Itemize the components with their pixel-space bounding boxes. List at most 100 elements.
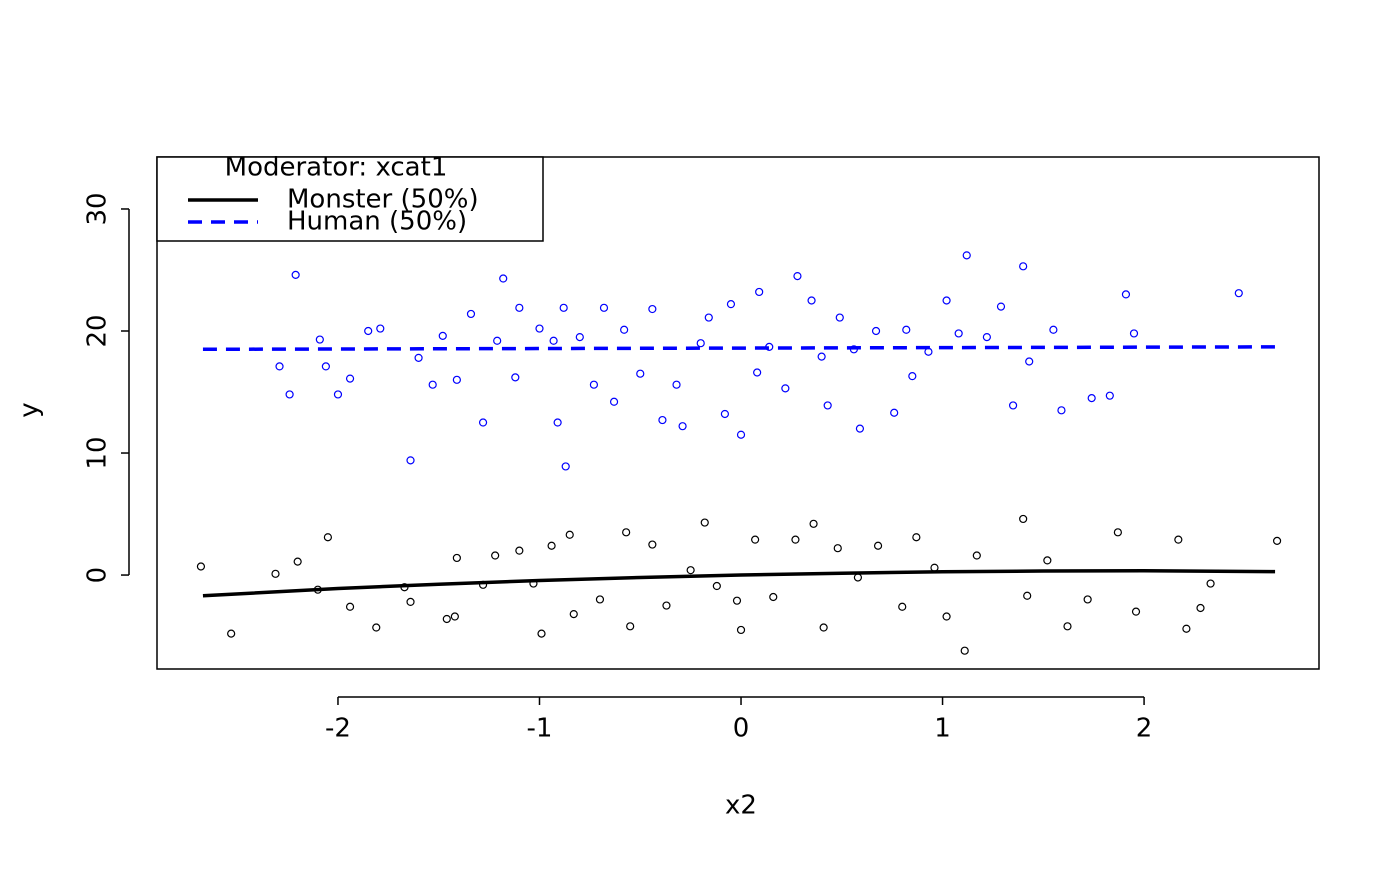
x-tick-label: 2 bbox=[1136, 714, 1153, 744]
point bbox=[732, 596, 742, 605]
point bbox=[1083, 595, 1092, 604]
point bbox=[345, 602, 355, 611]
point bbox=[1019, 262, 1028, 271]
point bbox=[853, 573, 863, 582]
legend-title: Moderator: xcat1 bbox=[225, 153, 448, 183]
point bbox=[769, 592, 778, 602]
point bbox=[271, 569, 280, 578]
point bbox=[996, 302, 1006, 311]
x-tick-label: -2 bbox=[325, 714, 351, 744]
point bbox=[696, 339, 705, 348]
point bbox=[569, 609, 578, 619]
point bbox=[1113, 528, 1122, 537]
point bbox=[753, 368, 762, 377]
point bbox=[1234, 289, 1243, 298]
point bbox=[414, 353, 423, 362]
point bbox=[672, 380, 681, 389]
point bbox=[912, 533, 921, 542]
point bbox=[1057, 406, 1066, 415]
point bbox=[493, 336, 502, 345]
point bbox=[823, 401, 832, 410]
point bbox=[438, 331, 447, 340]
point bbox=[466, 309, 476, 319]
point bbox=[559, 303, 568, 312]
point bbox=[890, 408, 899, 417]
point bbox=[833, 544, 842, 553]
point bbox=[636, 369, 645, 378]
y-tick-label: 30 bbox=[83, 192, 113, 225]
point bbox=[700, 518, 709, 527]
point bbox=[817, 352, 826, 361]
point bbox=[547, 541, 556, 550]
point bbox=[736, 625, 746, 635]
point bbox=[1008, 401, 1018, 410]
y-tick-label: 10 bbox=[83, 436, 113, 469]
legend-label: Human (50%) bbox=[287, 207, 467, 237]
point bbox=[406, 597, 415, 606]
point bbox=[315, 335, 324, 344]
fit-line bbox=[202, 569, 1276, 598]
point bbox=[658, 415, 667, 425]
x-tick-label: 1 bbox=[934, 714, 951, 744]
point bbox=[1272, 536, 1282, 545]
point bbox=[333, 390, 343, 399]
point bbox=[648, 540, 657, 549]
point bbox=[321, 362, 330, 371]
fit-line bbox=[202, 345, 1276, 352]
point bbox=[450, 612, 459, 621]
point bbox=[835, 313, 844, 322]
point bbox=[622, 528, 631, 537]
point bbox=[954, 329, 963, 338]
point bbox=[942, 612, 951, 621]
point bbox=[1063, 622, 1072, 631]
point bbox=[960, 646, 969, 655]
point bbox=[323, 533, 332, 542]
point bbox=[751, 535, 760, 544]
point bbox=[1105, 391, 1114, 400]
point bbox=[781, 384, 790, 393]
point bbox=[599, 303, 609, 312]
point bbox=[626, 622, 635, 631]
point bbox=[712, 581, 721, 591]
point bbox=[1025, 357, 1034, 366]
plot-frame bbox=[156, 156, 1320, 670]
point bbox=[908, 372, 917, 381]
point bbox=[515, 546, 524, 555]
point bbox=[478, 418, 488, 427]
point bbox=[428, 380, 437, 389]
point bbox=[1129, 329, 1139, 338]
point bbox=[982, 333, 991, 342]
point bbox=[1023, 591, 1032, 600]
point bbox=[452, 375, 461, 384]
point bbox=[1131, 607, 1141, 616]
point bbox=[589, 380, 599, 389]
point bbox=[736, 430, 746, 439]
point bbox=[726, 300, 736, 309]
point bbox=[452, 553, 461, 563]
point bbox=[442, 614, 451, 624]
point bbox=[511, 373, 520, 382]
point bbox=[291, 270, 300, 279]
y-axis-label: y bbox=[15, 402, 45, 417]
point bbox=[1019, 514, 1028, 524]
point bbox=[609, 397, 619, 406]
point bbox=[686, 566, 695, 575]
point bbox=[515, 303, 524, 312]
point bbox=[972, 551, 981, 560]
point bbox=[575, 333, 584, 342]
point bbox=[871, 326, 881, 336]
point bbox=[1121, 290, 1131, 299]
point bbox=[1174, 535, 1183, 544]
point bbox=[372, 623, 381, 632]
point bbox=[285, 390, 294, 399]
point bbox=[898, 602, 907, 611]
x-tick-label: -1 bbox=[527, 714, 553, 744]
point bbox=[565, 530, 574, 539]
point bbox=[376, 324, 385, 333]
point bbox=[793, 271, 802, 281]
point bbox=[809, 519, 818, 528]
point bbox=[553, 418, 562, 427]
point bbox=[345, 374, 355, 383]
point bbox=[1182, 624, 1191, 633]
